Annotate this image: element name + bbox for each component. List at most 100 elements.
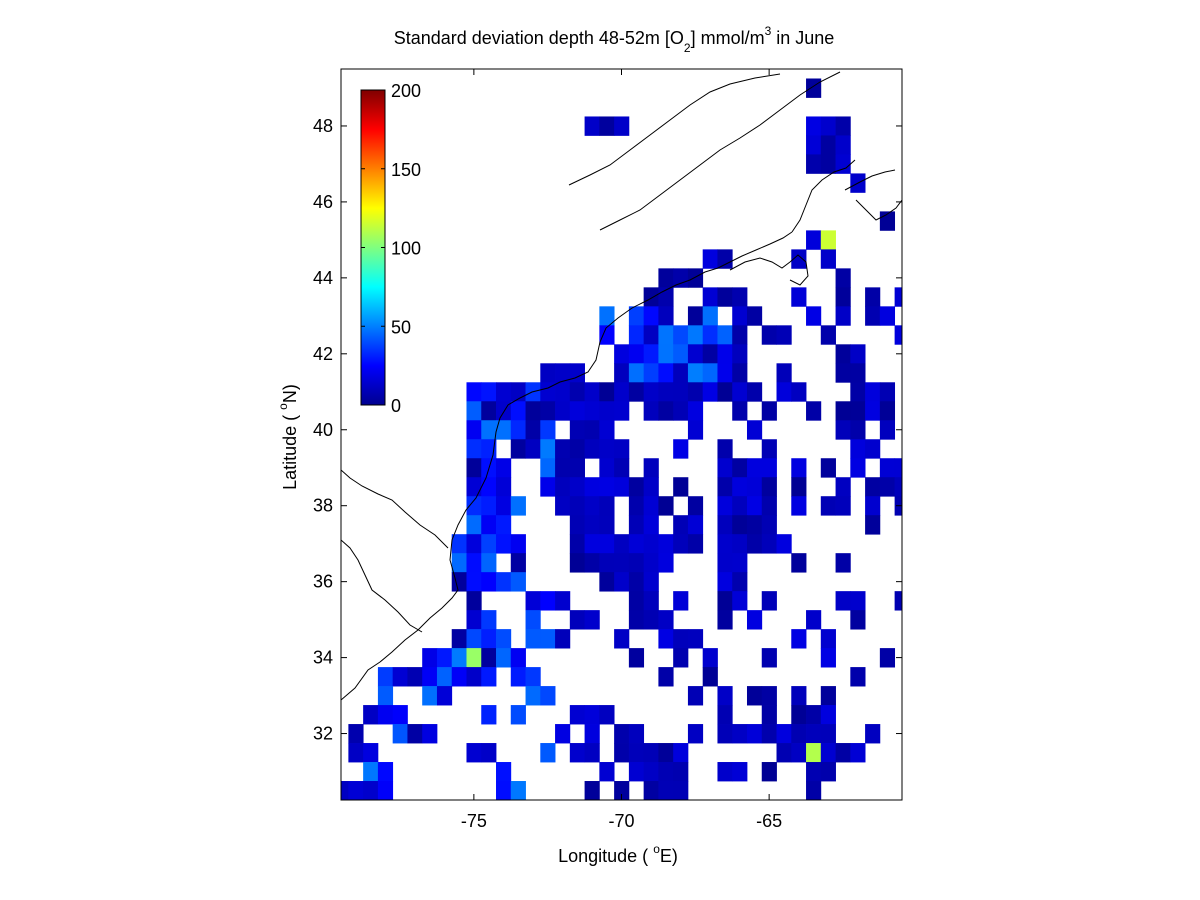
heatmap-cell [702,344,718,364]
heatmap-cell [466,458,482,478]
heatmap-cell [496,781,512,800]
heatmap-cell [363,705,379,725]
heatmap-cell [496,382,512,402]
heatmap-cell [820,458,836,478]
heatmap-cell [879,306,896,326]
heatmap-cell [510,534,526,554]
chart-title: Standard deviation depth 48-52m [O2] mmo… [394,24,835,55]
heatmap-cell [761,724,777,744]
heatmap-cell [348,743,364,763]
heatmap-cell [466,667,482,687]
coastline [341,71,902,701]
heatmap-cell [702,249,718,269]
data-cells [341,78,902,819]
heatmap-cell [658,781,674,800]
heatmap-cell [363,781,379,800]
heatmap-cell [761,439,777,459]
heatmap-cell [584,477,600,497]
heatmap-cell [791,287,807,307]
heatmap-cell [614,724,630,744]
heatmap-cell [481,420,497,440]
heatmap-cell [510,667,526,687]
heatmap-cell [628,648,645,668]
heatmap-cell [496,572,512,592]
heatmap-cell [481,534,497,554]
heatmap-cell [806,610,822,630]
heatmap-cell [496,420,512,440]
heatmap-cell [673,344,689,364]
heatmap-cell [599,325,615,345]
heatmap-cell [746,724,763,744]
heatmap-cell [658,268,674,288]
heatmap-cell [746,515,763,535]
heatmap-cell [584,534,600,554]
heatmap-cell [466,477,482,497]
heatmap-cell [569,420,585,440]
heatmap-cell [451,553,467,573]
heatmap-cell [555,800,570,819]
heatmap-cell [569,496,585,516]
heatmap-cell [466,743,482,763]
heatmap-cell [835,420,851,440]
heatmap-cell [687,629,704,649]
heatmap-cell [540,591,556,611]
heatmap-cell [732,534,748,554]
heatmap-cell [614,534,630,554]
heatmap-cell [820,154,836,174]
heatmap-cell [732,515,748,535]
heatmap-cell [761,705,777,725]
heatmap-cell [688,800,703,819]
heatmap-cell [820,648,836,668]
heatmap-cell [820,705,836,725]
heatmap-cell [658,496,674,516]
heatmap-cell [835,401,851,421]
heatmap-cell [510,648,526,668]
heatmap-cell [717,458,733,478]
title-subscript: 2 [684,41,691,55]
heatmap-cell [717,572,733,592]
heatmap-cell [481,515,497,535]
heatmap-cell [510,553,526,573]
heatmap-cell [835,591,851,611]
heatmap-cell [599,477,615,497]
heatmap-cell [643,382,659,402]
heatmap-cell [481,496,497,516]
heatmap-cell [761,325,777,345]
colorbar-tick-label: 0 [391,396,401,416]
heatmap-cell [643,610,659,630]
heatmap-cell [806,116,822,136]
heatmap-cell [806,781,822,800]
heatmap-cell [702,667,718,687]
heatmap-cell [746,420,763,440]
heatmap-cell [850,344,866,364]
heatmap-cell [599,496,615,516]
heatmap-cell [628,382,645,402]
heatmap-cell [717,515,733,535]
heatmap-cell [717,762,733,782]
heatmap-cell [643,743,659,763]
heatmap-cell [481,629,497,649]
heatmap-cell [584,724,600,744]
heatmap-cell [555,591,571,611]
heatmap-cell [436,667,453,687]
heatmap-cell [496,534,512,554]
heatmap-cell [732,344,748,364]
heatmap-cell [585,800,600,819]
heatmap-cell [820,325,836,345]
heatmap-cell [687,420,704,440]
heatmap-cell [525,667,541,687]
heatmap-cell [540,477,556,497]
heatmap-cell [525,686,541,706]
heatmap-cell [865,287,881,307]
heatmap-cell [746,306,763,326]
heatmap-cell [555,724,571,744]
heatmap-cell [717,553,733,573]
heatmap-cell [599,762,615,782]
heatmap-cell [614,344,630,364]
heatmap-cell [673,363,689,383]
heatmap-cell [540,743,556,763]
heatmap-cell [717,610,733,630]
heatmap-cell [761,496,777,516]
x-tick-label: -75 [461,811,487,831]
